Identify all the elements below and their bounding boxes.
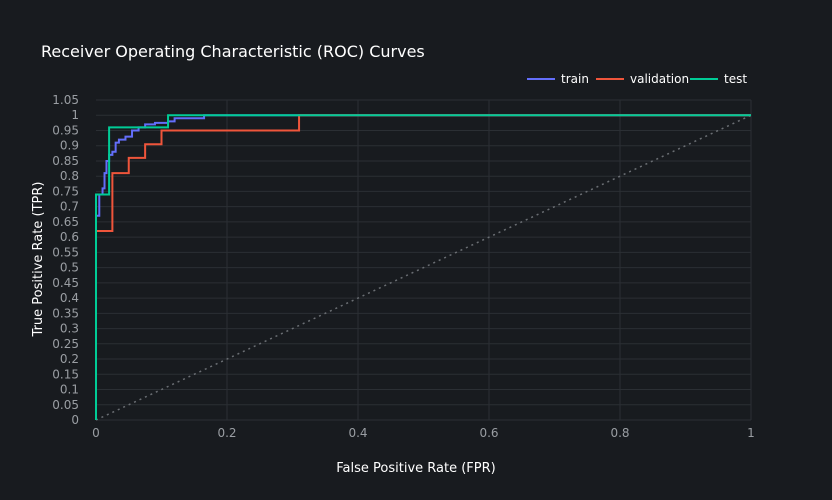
y-tick-label: 1.05 [52,93,79,107]
series-line-test [95,114,751,420]
legend-label: train [561,72,589,86]
y-tick-label: 0.8 [60,169,79,183]
y-tick-label: 0.6 [60,230,79,244]
y-tick-label: 0.5 [60,261,79,275]
x-ticks: 0 0.2 0.4 0.6 0.8 1 [92,426,755,440]
y-tick-label: 0.35 [52,306,79,320]
y-tick-label: 0.4 [60,291,79,305]
legend-label: validation [630,72,689,86]
y-tick-label: 0.7 [60,200,79,214]
y-tick-label: 0.2 [60,352,79,366]
y-tick-label: 0.55 [52,245,79,259]
legend-item-validation[interactable]: validation [596,72,689,86]
y-tick-label: 0.65 [52,215,79,229]
legend-item-train[interactable]: train [527,72,589,86]
y-tick-label: 0.05 [52,398,79,412]
x-tick-label: 0 [92,426,100,440]
series-line-validation [95,114,751,420]
x-tick-label: 0.4 [348,426,367,440]
y-tick-label: 0.85 [52,154,79,168]
y-tick-label: 0.45 [52,276,79,290]
x-tick-label: 1 [747,426,755,440]
y-tick-label: 0.1 [60,383,79,397]
legend-item-test[interactable]: test [690,72,747,86]
reference-line-layer [95,114,752,421]
y-tick-label: 0.25 [52,337,79,351]
y-ticks: 00.050.1 0.150.20.250.3 0.350.40.450.5 0.55… [52,93,79,427]
x-tick-label: 0.8 [610,426,629,440]
y-tick-label: 0.3 [60,322,79,336]
chance-reference-line [95,114,752,421]
y-tick-label: 0.75 [52,184,79,198]
x-axis-title: False Positive Rate (FPR) [336,461,495,476]
legend-label: test [724,72,747,86]
y-tick-label: 1 [71,108,79,122]
y-tick-label: 0.15 [52,367,79,381]
x-tick-label: 0.6 [479,426,498,440]
y-tick-label: 0 [71,413,79,427]
y-axis-title: True Positive Rate (TPR) [31,182,46,338]
y-tick-label: 0.9 [60,139,79,153]
y-tick-label: 0.95 [52,123,79,137]
x-tick-label: 0.2 [217,426,236,440]
series-layer [95,114,751,420]
legend[interactable]: train validation test [527,72,747,86]
chart-title: Receiver Operating Characteristic (ROC) … [41,42,425,61]
grid [96,99,752,421]
